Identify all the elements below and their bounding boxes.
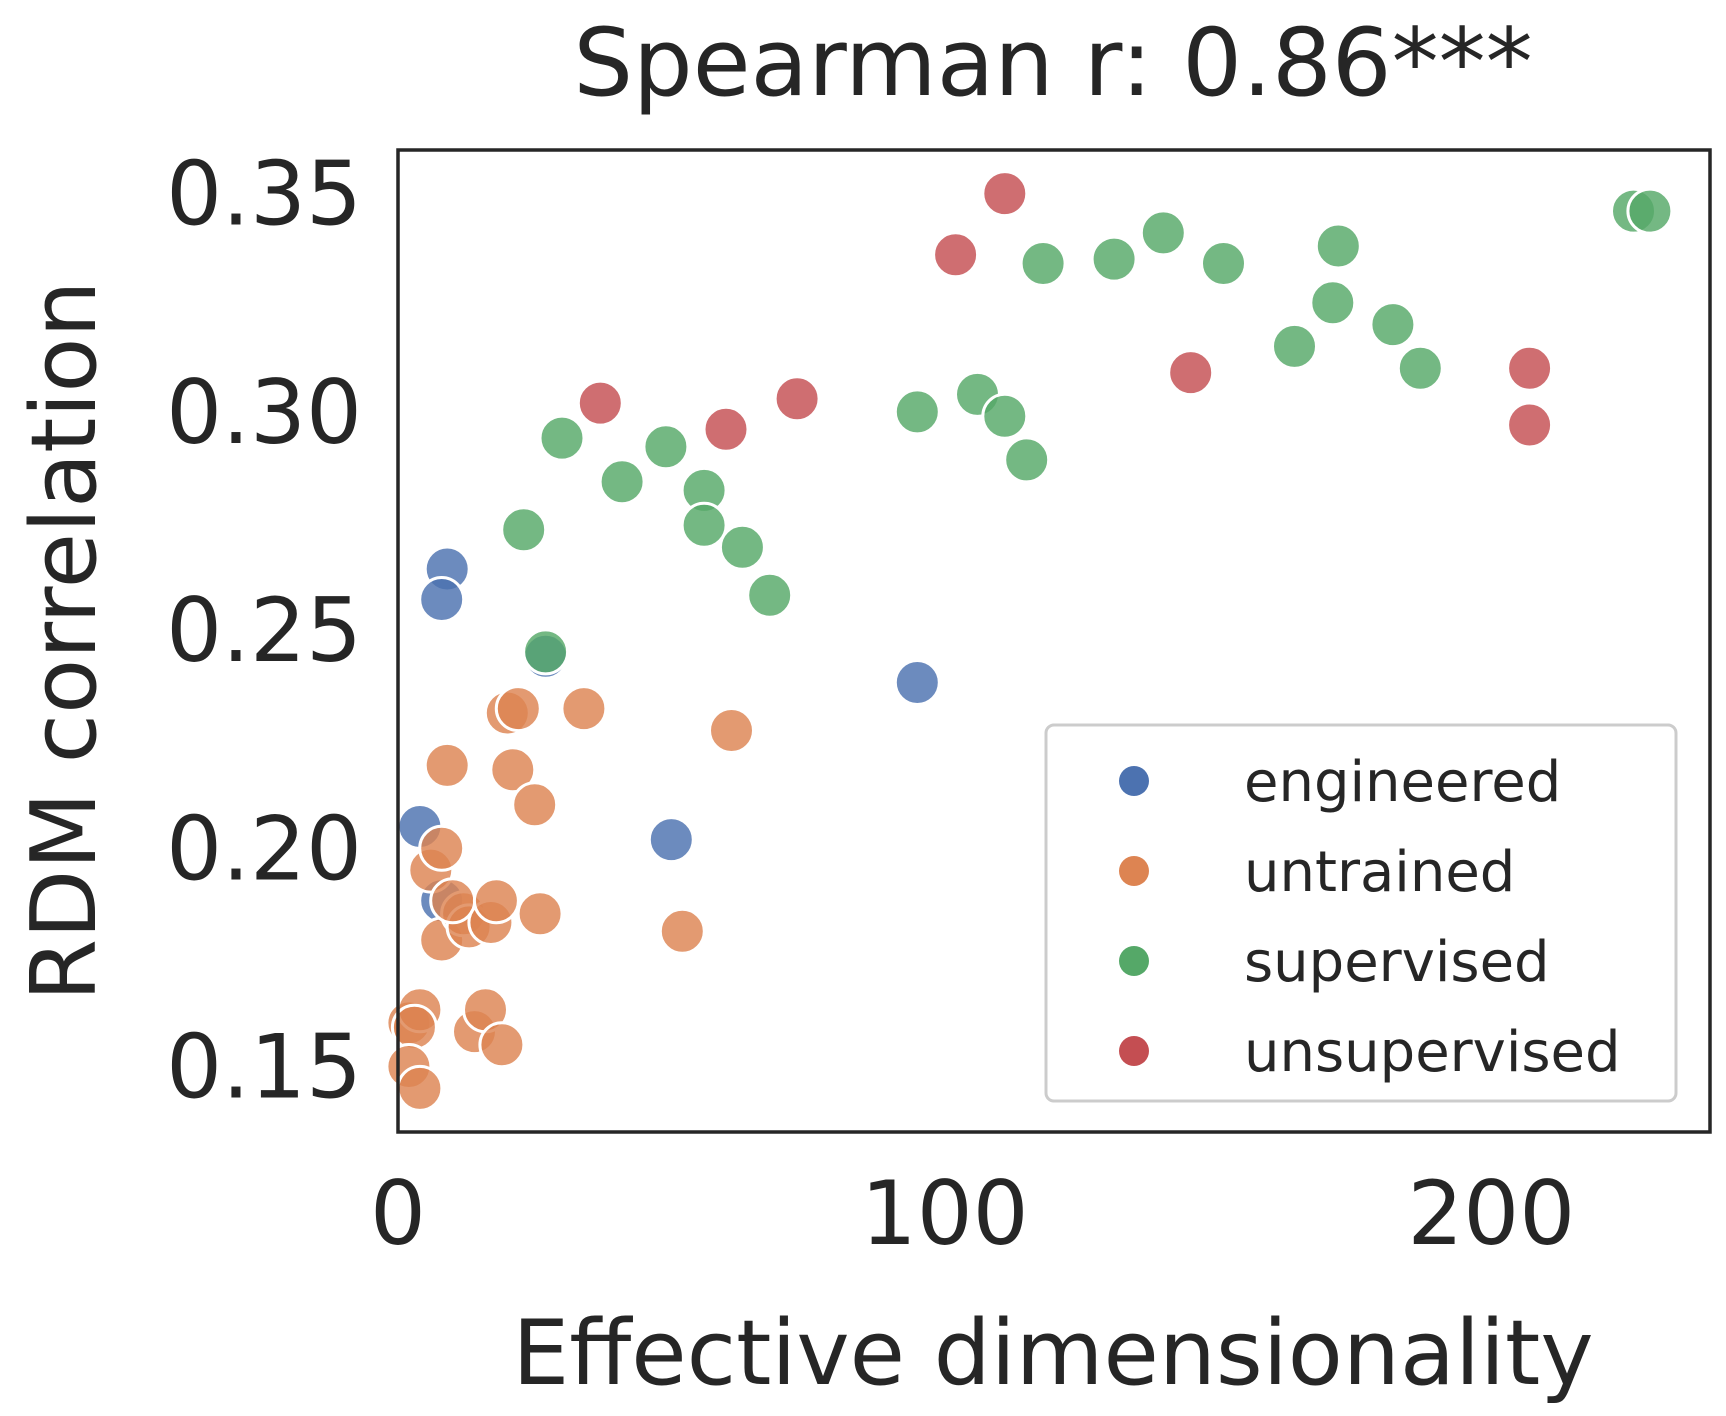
data-point-unsupervised xyxy=(1506,401,1554,449)
plot-frame xyxy=(396,148,1712,1134)
legend-items: engineered untrained supervised unsupervise… xyxy=(1119,750,1621,1085)
y-tick-label: 0.30 xyxy=(166,361,362,464)
data-point-supervised xyxy=(1019,240,1067,287)
y-axis-ticks: 0.15 0.20 0.25 0.30 0.35 xyxy=(166,143,362,1119)
data-point-engineered xyxy=(893,659,941,706)
data-point-engineered xyxy=(647,816,695,864)
legend-marker-untrained xyxy=(1119,856,1149,886)
x-tick-label: 200 xyxy=(1407,1162,1575,1265)
data-point-unsupervised xyxy=(1506,344,1554,392)
y-tick-label: 0.25 xyxy=(166,579,362,682)
data-point-unsupervised xyxy=(981,170,1029,218)
data-point-untrained xyxy=(472,877,520,925)
data-point-supervised xyxy=(598,458,646,506)
data-point-supervised xyxy=(1139,209,1187,257)
data-point-supervised xyxy=(1003,436,1051,484)
points-layer xyxy=(385,170,1674,1112)
data-point-untrained xyxy=(560,685,608,733)
legend-label-untrained: untrained xyxy=(1244,840,1515,905)
legend-marker-unsupervised xyxy=(1119,1036,1149,1066)
data-point-supervised xyxy=(893,388,941,436)
data-point-untrained xyxy=(396,1064,444,1112)
data-point-supervised xyxy=(1369,301,1417,349)
legend-frame xyxy=(1044,723,1678,1103)
x-tick-label: 100 xyxy=(861,1162,1029,1265)
data-point-untrained xyxy=(494,685,542,733)
data-point-supervised xyxy=(746,571,794,619)
data-point-untrained xyxy=(511,781,559,829)
y-tick-label: 0.35 xyxy=(166,143,362,246)
data-point-supervised xyxy=(500,506,548,554)
data-point-unsupervised xyxy=(1167,349,1215,397)
data-point-untrained xyxy=(708,707,755,754)
legend-label-supervised: supervised xyxy=(1244,930,1550,995)
data-point-supervised xyxy=(538,414,586,462)
legend-label-unsupervised: unsupervised xyxy=(1244,1020,1621,1085)
legend-label-engineered: engineered xyxy=(1244,750,1561,815)
data-point-unsupervised xyxy=(773,375,821,423)
data-point-engineered xyxy=(418,576,466,623)
data-point-supervised xyxy=(642,423,690,471)
data-point-supervised xyxy=(522,628,570,676)
data-point-supervised xyxy=(1309,279,1357,327)
x-tick-label: 0 xyxy=(370,1162,426,1265)
data-point-untrained xyxy=(429,877,477,925)
legend-marker-engineered xyxy=(1119,766,1149,796)
data-point-supervised xyxy=(981,392,1029,440)
y-axis-label: RDM correlation xyxy=(12,280,117,1001)
legend-marker-supervised xyxy=(1119,946,1149,976)
data-point-supervised xyxy=(1090,235,1138,283)
chart-title: Spearman r: 0.86*** xyxy=(573,9,1532,118)
data-point-untrained xyxy=(423,741,471,789)
y-tick-label: 0.15 xyxy=(166,1016,362,1119)
data-point-untrained xyxy=(418,824,466,872)
data-point-untrained xyxy=(516,890,564,938)
data-point-unsupervised xyxy=(932,231,980,279)
data-point-untrained xyxy=(658,907,706,955)
data-point-supervised xyxy=(1626,187,1674,235)
y-tick-label: 0.20 xyxy=(166,797,362,900)
data-point-supervised xyxy=(1396,344,1444,392)
data-point-untrained xyxy=(489,746,537,794)
data-point-supervised xyxy=(680,501,728,549)
data-point-supervised xyxy=(1200,240,1247,287)
legend: engineered untrained supervised unsupervise… xyxy=(1044,723,1678,1103)
data-point-untrained xyxy=(478,1021,526,1069)
x-axis-ticks: 0 100 200 xyxy=(370,1162,1575,1265)
data-point-unsupervised xyxy=(576,379,624,427)
data-point-supervised xyxy=(1314,222,1362,270)
x-axis-label: Effective dimensionality xyxy=(512,1301,1593,1406)
data-point-supervised xyxy=(718,523,766,571)
data-point-unsupervised xyxy=(702,405,750,453)
data-point-supervised xyxy=(1271,322,1318,370)
